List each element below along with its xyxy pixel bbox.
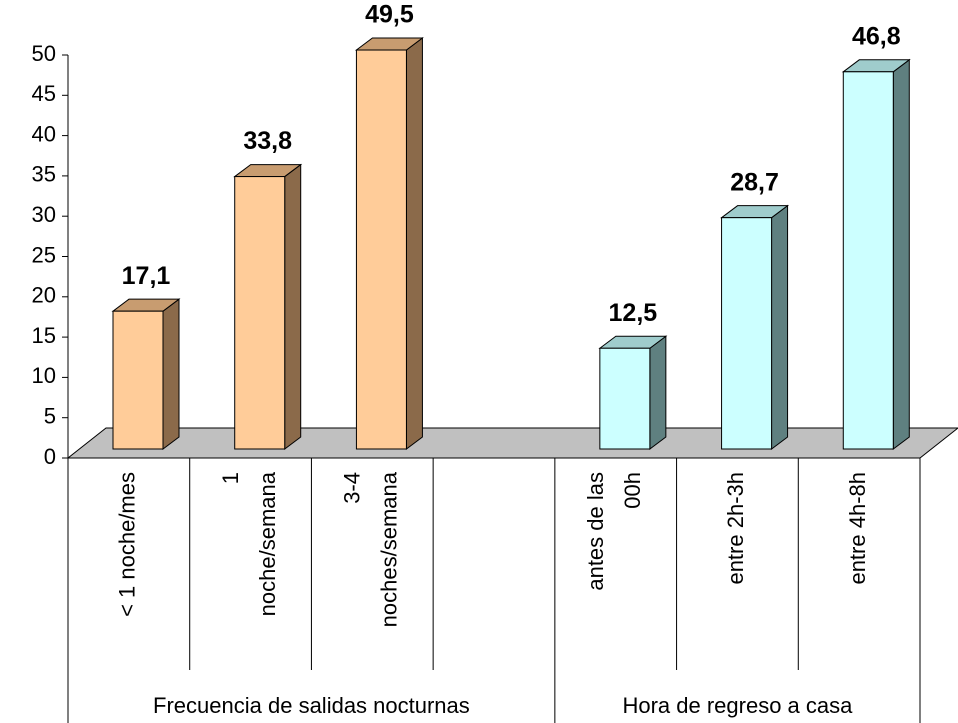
- bar: [234, 176, 286, 450]
- floor: [66, 427, 958, 459]
- group-label: Frecuencia de salidas nocturnas: [153, 693, 470, 718]
- y-tick-label: 35: [32, 162, 56, 187]
- x-tick-label: antes de las: [583, 472, 608, 591]
- value-label: 28,7: [730, 168, 779, 196]
- bar: [599, 347, 651, 450]
- y-tick-label: 40: [32, 121, 56, 146]
- group-label: Hora de regreso a casa: [622, 693, 853, 718]
- x-tick-label: 00h: [620, 472, 645, 509]
- value-label: 17,1: [122, 262, 171, 290]
- value-label: 12,5: [609, 299, 658, 327]
- bar: [112, 310, 164, 450]
- y-tick-label: 45: [32, 81, 56, 106]
- y-tick-label: 30: [32, 202, 56, 227]
- bar: [721, 217, 773, 450]
- bar-side: [405, 37, 423, 450]
- x-tick-label: 3-4: [340, 472, 365, 504]
- bar-side: [892, 58, 910, 450]
- bar-side: [649, 335, 667, 450]
- bar: [842, 71, 894, 450]
- bar: [355, 49, 407, 450]
- value-label: 49,5: [365, 1, 414, 29]
- value-label: 33,8: [243, 127, 292, 155]
- y-tick-label: 0: [44, 444, 56, 469]
- y-tick-label: 20: [32, 283, 56, 308]
- x-tick-label: noches/semana: [377, 471, 402, 627]
- x-tick-label: noche/semana: [255, 471, 280, 616]
- bar-side: [771, 204, 789, 450]
- y-tick-label: 10: [32, 363, 56, 388]
- y-tick-label: 50: [32, 41, 56, 66]
- y-tick-label: 5: [44, 404, 56, 429]
- x-tick-label: < 1 noche/mes: [115, 472, 140, 617]
- y-tick-label: 15: [32, 323, 56, 348]
- x-tick-label: entre 2h-3h: [723, 472, 748, 585]
- x-tick-label: entre 4h-8h: [845, 472, 870, 585]
- x-tick-label: 1: [218, 472, 243, 484]
- bar-side: [162, 298, 180, 450]
- value-label: 46,8: [852, 22, 901, 50]
- bar-side: [284, 163, 302, 450]
- y-tick-label: 25: [32, 242, 56, 267]
